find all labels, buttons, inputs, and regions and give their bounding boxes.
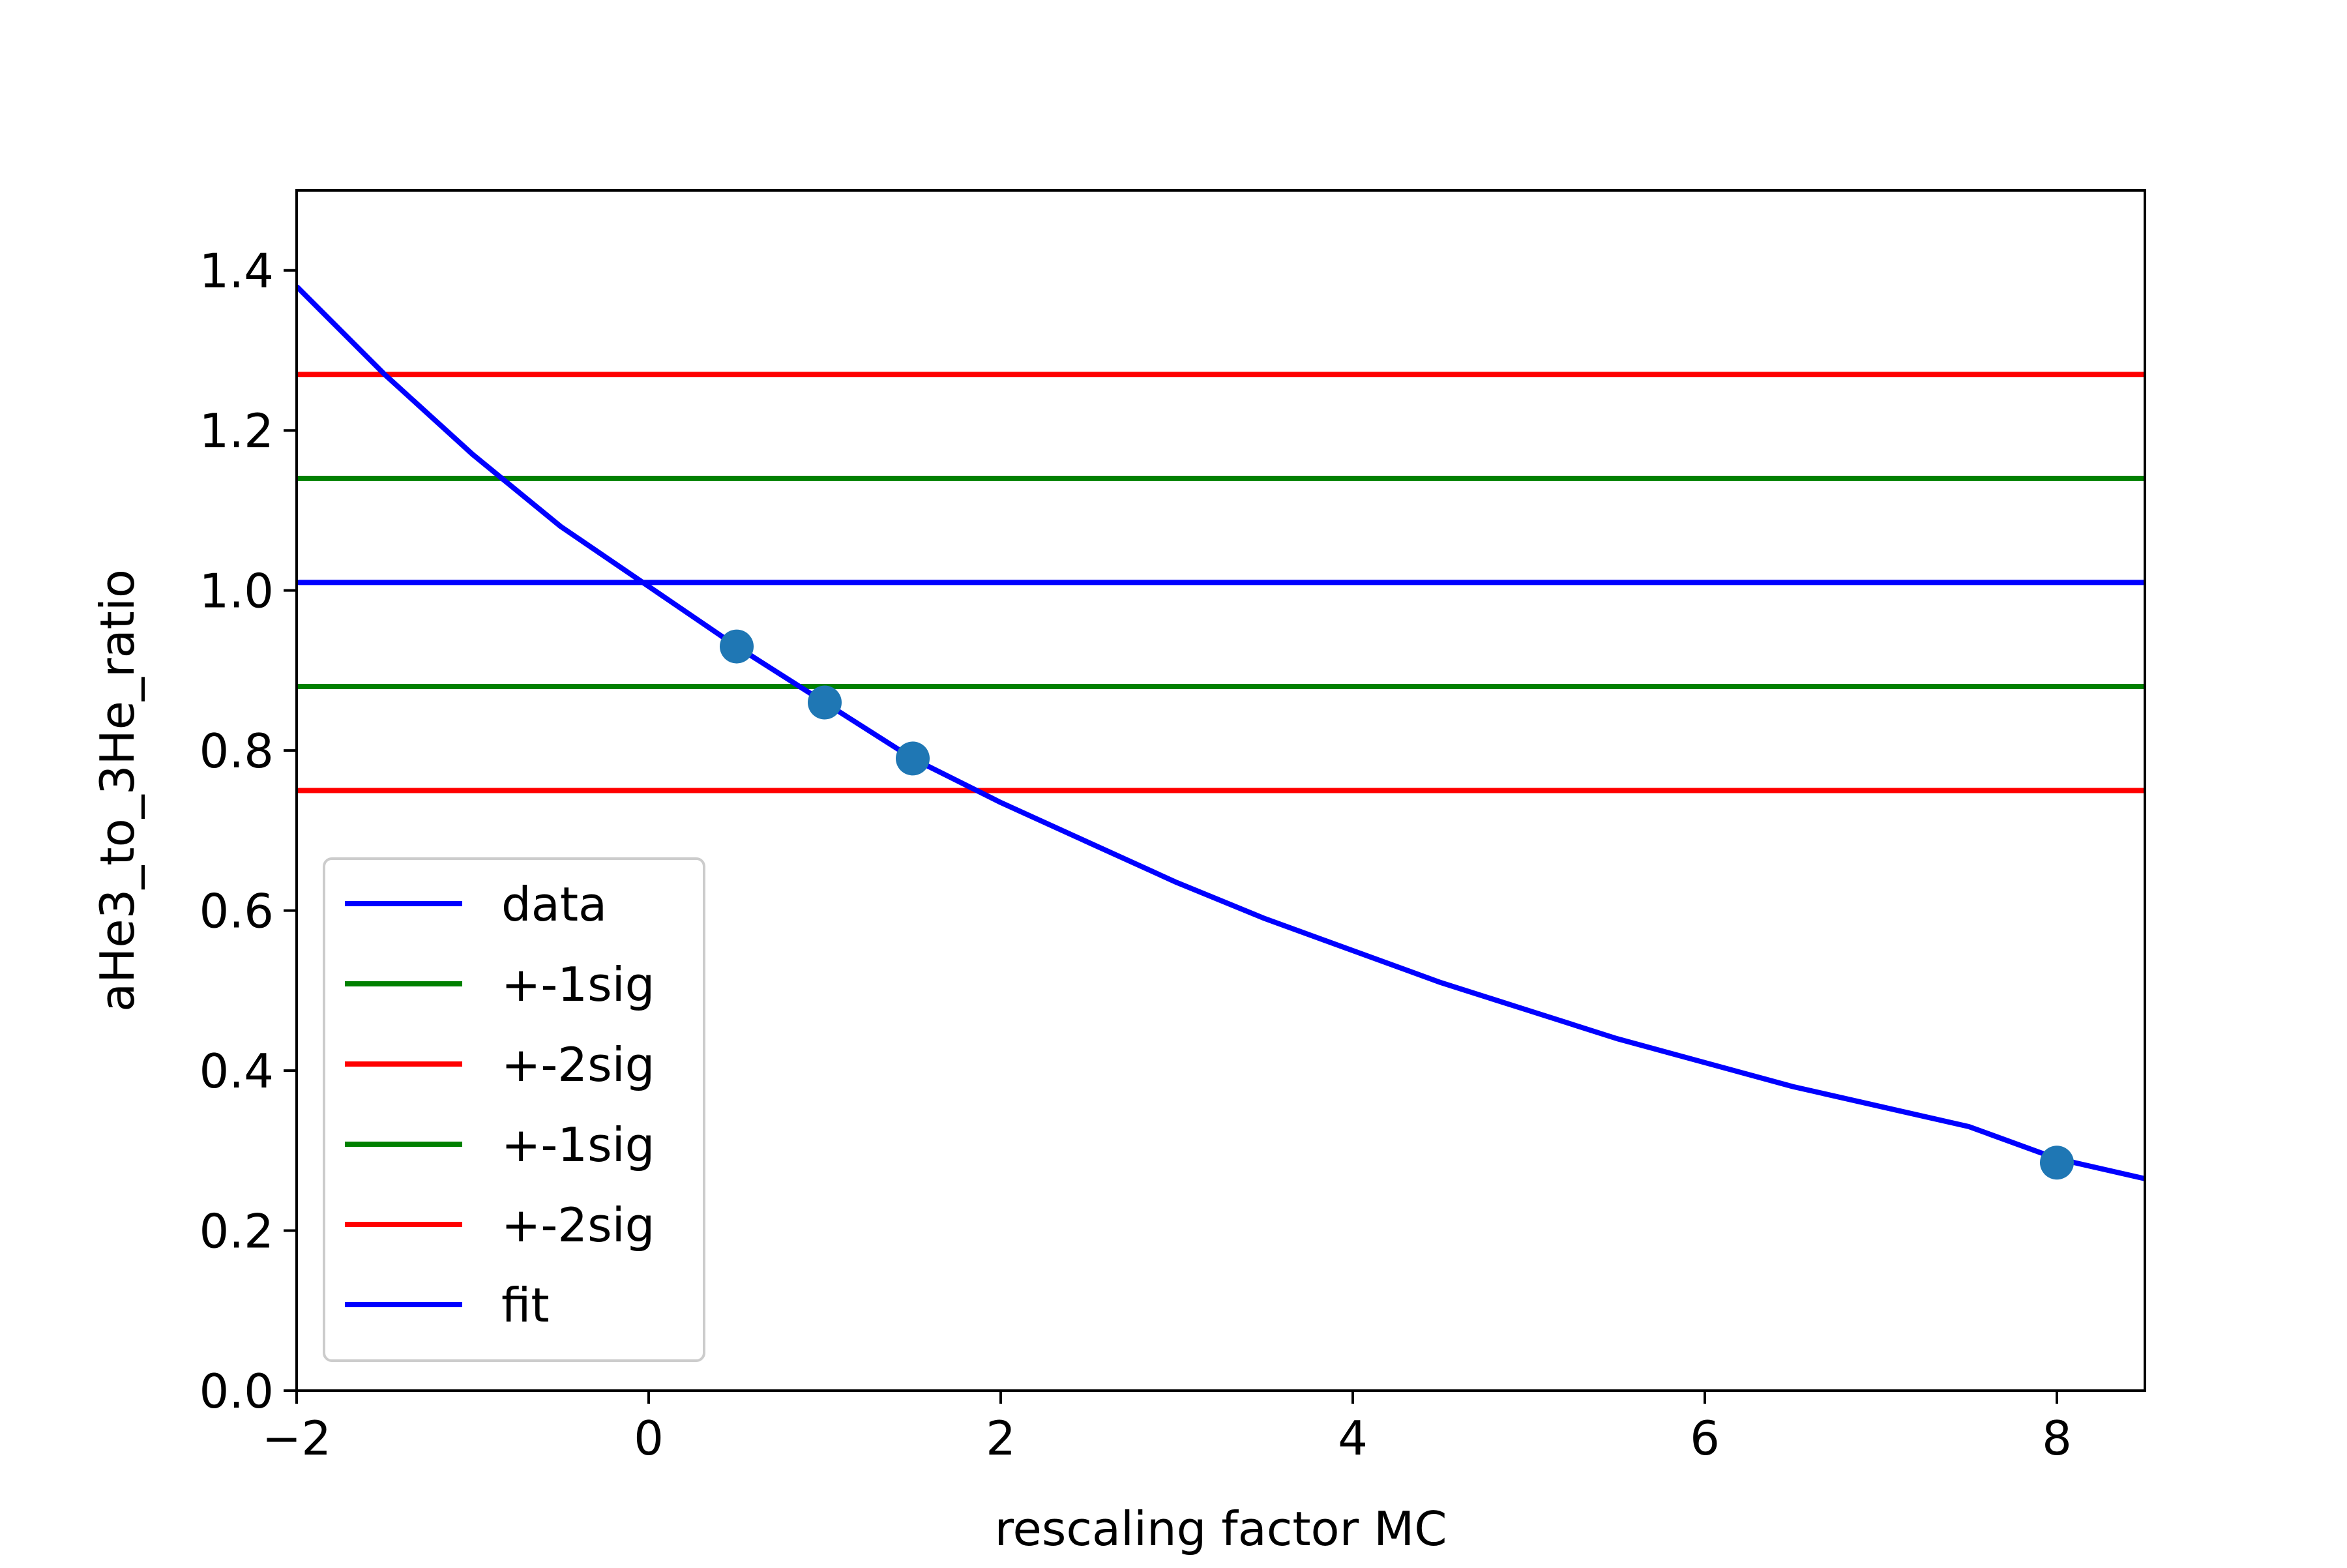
y-axis: 0.0 0.2 0.4 0.6 0.8 1.0 1.2 1.4	[199, 244, 297, 1419]
y-tick-label-5: 1.0	[199, 564, 274, 619]
data-point-2	[896, 741, 930, 776]
y-tick-label-4: 0.8	[199, 724, 274, 778]
legend-label-2: +-2sig	[501, 1037, 655, 1092]
x-tick-label-0: −2	[262, 1411, 331, 1466]
y-tick-label-3: 0.6	[199, 884, 274, 939]
y-tick-label-7: 1.4	[199, 244, 274, 299]
y-tick-label-0: 0.0	[199, 1364, 274, 1419]
scatter-points	[720, 629, 2074, 1180]
plot-frame	[295, 189, 2146, 1392]
x-axis: −2 0 2 4 6 8	[262, 1391, 2072, 1466]
fit-curve	[297, 284, 2145, 1181]
data-point-3	[2040, 1146, 2074, 1180]
legend-label-3: +-1sig	[501, 1117, 655, 1172]
legend: data +-1sig +-2sig +-1sig +-2sig fit	[323, 857, 705, 1362]
y-axis-label: aHe3_to_3He_ratio	[90, 569, 145, 1012]
y-tick-label-2: 0.4	[199, 1044, 274, 1099]
y-tick-label-6: 1.2	[199, 404, 274, 458]
x-tick-label-5: 8	[2042, 1411, 2072, 1466]
legend-label-4: +-2sig	[501, 1198, 655, 1252]
x-axis-label: rescaling factor MC	[995, 1501, 1447, 1556]
x-tick-label-3: 4	[1338, 1411, 1368, 1466]
x-tick-label-1: 0	[634, 1411, 664, 1466]
legend-label-0: data	[501, 877, 607, 932]
y-tick-label-1: 0.2	[199, 1204, 274, 1259]
x-tick-label-2: 2	[986, 1411, 1016, 1466]
data-point-1	[808, 685, 842, 720]
plot-content	[297, 284, 2145, 1181]
legend-label-5: fit	[501, 1278, 550, 1333]
legend-label-1: +-1sig	[501, 957, 655, 1012]
data-point-0	[720, 629, 754, 664]
x-tick-label-4: 6	[1690, 1411, 1720, 1466]
